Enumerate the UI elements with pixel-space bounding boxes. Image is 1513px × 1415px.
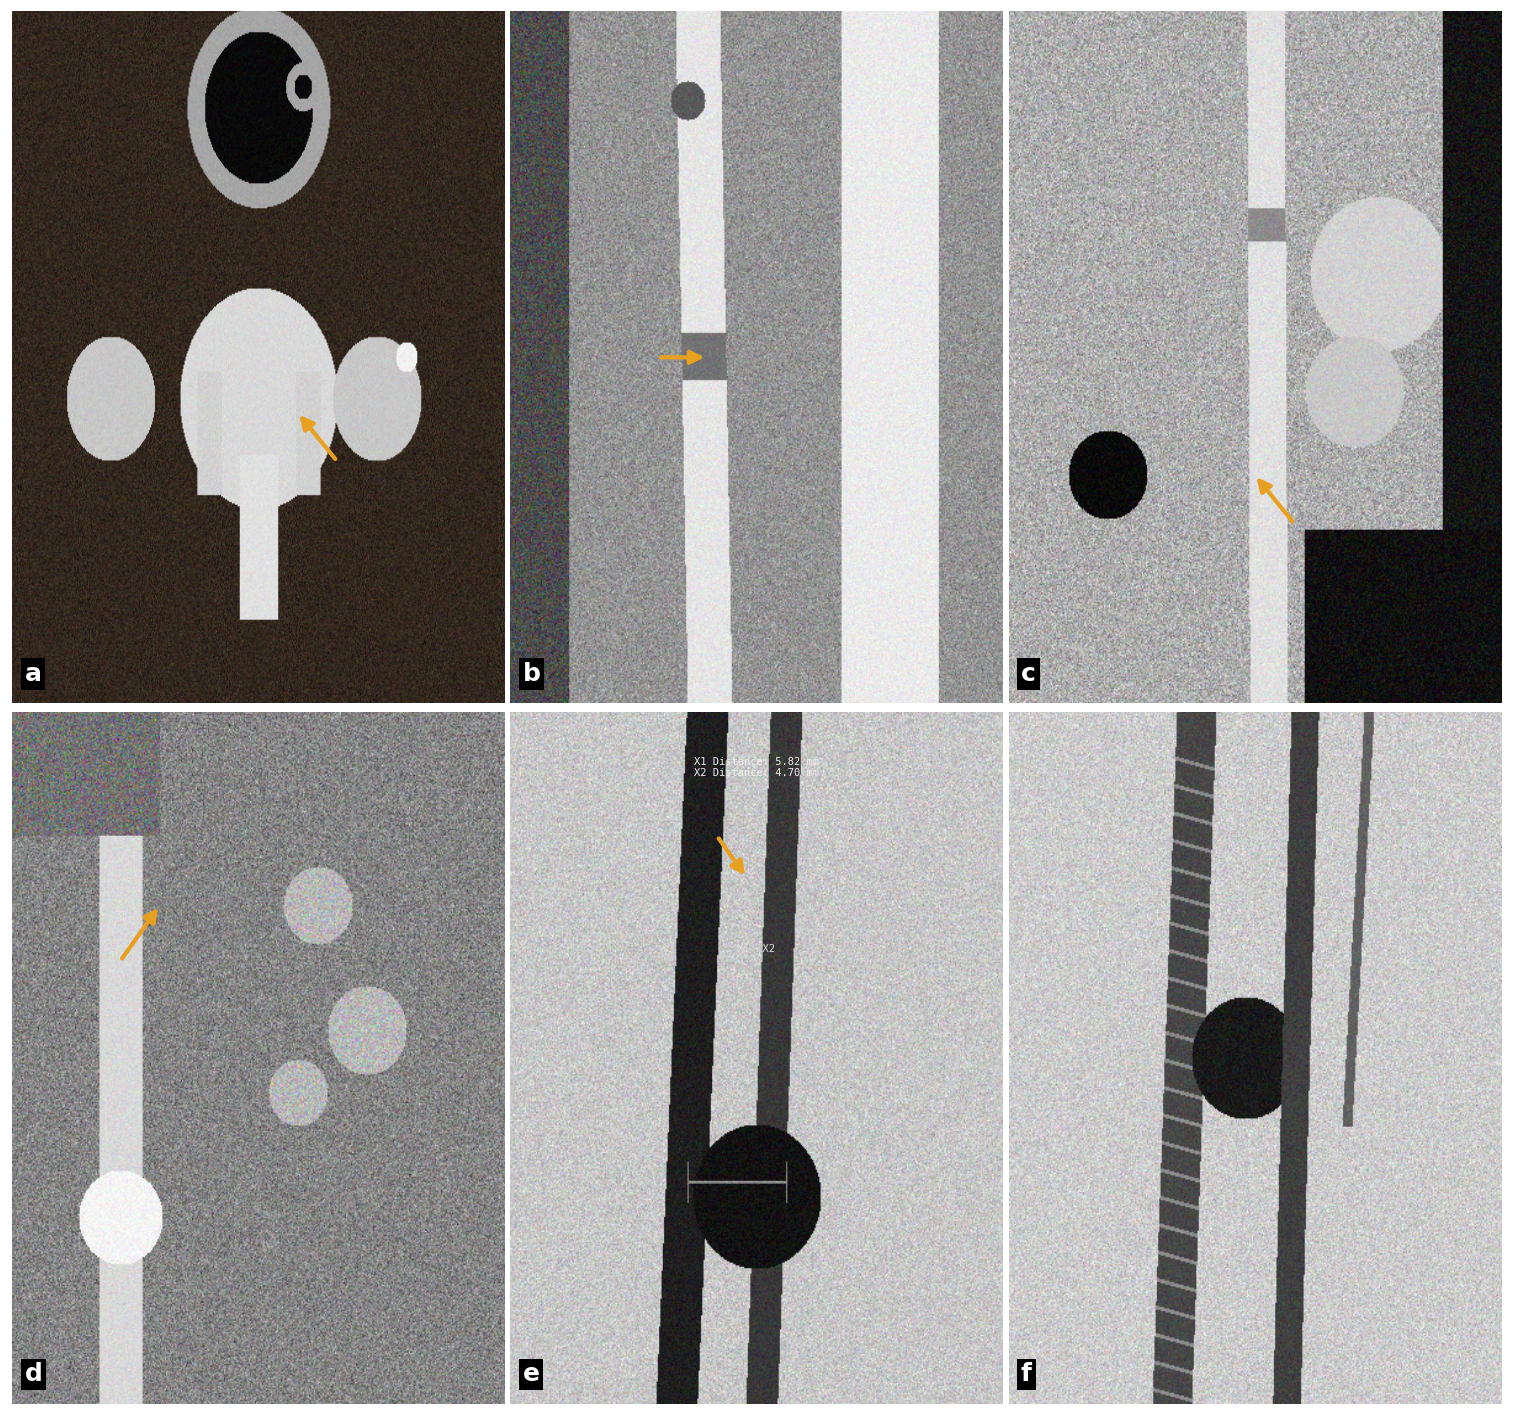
Text: X1    X2: X1 X2 [737, 944, 776, 954]
Text: e: e [522, 1363, 540, 1387]
Text: f: f [1021, 1363, 1032, 1387]
Text: b: b [522, 662, 540, 686]
Text: a: a [24, 662, 41, 686]
Text: X1 Distance: 5.82 mm
X2 Distance: 4.70 mm: X1 Distance: 5.82 mm X2 Distance: 4.70 m… [694, 757, 819, 778]
Text: c: c [1021, 662, 1036, 686]
Text: d: d [24, 1363, 42, 1387]
